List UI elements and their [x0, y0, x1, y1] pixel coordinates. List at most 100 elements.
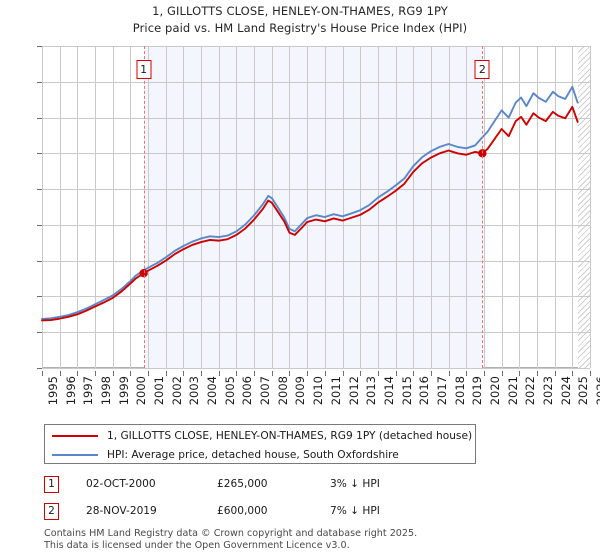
x-axis-tick-label: 1997 — [81, 376, 96, 406]
gridline-vertical — [448, 46, 450, 368]
transaction-hpi-delta-1: 3% ↓ HPI — [330, 478, 380, 490]
transaction-callout-box[interactable]: 1 — [136, 60, 152, 79]
x-axis-tick-label: 1996 — [63, 376, 78, 406]
x-axis-tick — [483, 371, 485, 376]
x-axis-tick — [95, 371, 97, 376]
y-axis-tick — [37, 224, 42, 226]
gridline-vertical — [430, 46, 432, 368]
y-axis-tick — [37, 117, 42, 119]
x-axis-tick — [324, 371, 326, 376]
page-title: 1, GILLOTTS CLOSE, HENLEY-ON-THAMES, RG9… — [152, 4, 448, 18]
chart-plot-area: £0£100K£200K£300K£400K£500K£600K£700K£80… — [37, 46, 591, 369]
ownership-period-shading — [143, 46, 483, 368]
gridline-vertical — [483, 46, 485, 368]
x-axis-tick — [554, 371, 556, 376]
x-axis-tick-label: 2025 — [576, 376, 591, 406]
x-axis-tick-label: 2021 — [505, 376, 520, 406]
transaction-callout-box[interactable]: 2 — [474, 60, 490, 79]
legend-swatch-property — [52, 434, 98, 437]
gridline-horizontal — [42, 368, 590, 369]
transaction-badge-2: 2 — [44, 502, 59, 520]
x-axis-tick — [218, 371, 220, 376]
x-axis-tick — [77, 371, 79, 376]
gridline-vertical — [112, 46, 114, 368]
transaction-hpi-delta-2: 7% ↓ HPI — [330, 505, 380, 517]
x-axis-tick-label: 2013 — [364, 376, 379, 406]
x-axis-tick-label: 2003 — [187, 376, 202, 406]
y-axis-tick — [37, 332, 42, 334]
y-axis-tick — [37, 46, 42, 47]
x-axis-tick — [572, 371, 574, 376]
gridline-vertical — [254, 46, 256, 368]
legend-label-property: 1, GILLOTTS CLOSE, HENLEY-ON-THAMES, RG9… — [107, 429, 473, 442]
x-axis-tick-label: 2014 — [381, 376, 396, 406]
x-axis-tick-label: 2001 — [152, 376, 167, 406]
gridline-vertical — [590, 46, 591, 368]
gridline-vertical — [148, 46, 150, 368]
x-axis-tick-label: 2010 — [311, 376, 326, 406]
x-axis-tick-label: 2024 — [558, 376, 573, 406]
x-axis-tick-label: 2023 — [540, 376, 555, 406]
gridline-vertical — [59, 46, 61, 368]
gridline-vertical — [519, 46, 521, 368]
chart-title-block: 1, GILLOTTS CLOSE, HENLEY-ON-THAMES, RG9… — [0, 3, 600, 37]
x-axis-tick — [307, 371, 309, 376]
x-axis-tick — [536, 371, 538, 376]
x-axis-tick — [289, 371, 291, 376]
gridline-vertical — [289, 46, 291, 368]
x-axis-tick — [201, 371, 203, 376]
x-axis-tick — [254, 371, 256, 376]
table-row: 2 28-NOV-2019 £600,000 7% ↓ HPI — [44, 501, 464, 521]
transaction-date-2: 28-NOV-2019 — [86, 505, 157, 517]
gridline-vertical — [77, 46, 79, 368]
x-axis-tick — [590, 371, 591, 376]
table-row: 1 02-OCT-2000 £265,000 3% ↓ HPI — [44, 474, 464, 494]
x-axis-tick — [413, 371, 415, 376]
x-axis-tick — [183, 371, 185, 376]
x-axis-tick-label: 2020 — [487, 376, 502, 406]
x-axis-tick — [430, 371, 432, 376]
gridline-vertical — [218, 46, 220, 368]
x-axis-tick-label: 2015 — [399, 376, 414, 406]
transaction-price-2: £600,000 — [217, 505, 268, 517]
x-axis-tick-label: 2007 — [258, 376, 273, 406]
legend-label-hpi: HPI: Average price, detached house, Sout… — [107, 448, 399, 461]
gridline-vertical — [307, 46, 309, 368]
gridline-vertical — [165, 46, 167, 368]
x-axis-tick — [59, 371, 61, 376]
gridline-horizontal — [42, 296, 590, 298]
gridline-vertical — [342, 46, 344, 368]
x-axis-tick — [112, 371, 114, 376]
x-axis-tick-label: 2011 — [328, 376, 343, 406]
gridline-horizontal — [42, 332, 590, 334]
x-axis-tick — [271, 371, 273, 376]
series-lines — [41, 85, 579, 322]
gridline-horizontal — [42, 46, 590, 47]
gridline-vertical — [130, 46, 132, 368]
x-axis-tick-label: 2012 — [346, 376, 361, 406]
y-axis-tick — [37, 81, 42, 83]
footer-line-1: Contains HM Land Registry data © Crown c… — [44, 528, 418, 539]
x-axis-tick-label: 2002 — [169, 376, 184, 406]
x-axis-tick-label: 2026 — [594, 376, 600, 406]
gridline-horizontal — [42, 260, 590, 262]
legend-item-property: 1, GILLOTTS CLOSE, HENLEY-ON-THAMES, RG9… — [45, 426, 475, 445]
line-property-price — [41, 105, 579, 322]
x-axis-tick-label: 2018 — [452, 376, 467, 406]
gridline-vertical — [324, 46, 326, 368]
transaction-marker-line — [482, 46, 484, 368]
x-axis-tick — [42, 371, 43, 376]
x-axis-tick — [342, 371, 344, 376]
gridline-horizontal — [42, 117, 590, 119]
gridline-vertical — [183, 46, 185, 368]
gridline-vertical — [466, 46, 468, 368]
transaction-point-marker — [478, 149, 487, 158]
gridline-vertical — [536, 46, 538, 368]
page-subtitle: Price paid vs. HM Land Registry's House … — [132, 21, 468, 35]
gridline-vertical — [271, 46, 273, 368]
gridline-vertical — [42, 46, 43, 368]
no-data-hatching — [577, 46, 590, 368]
footer-line-2: This data is licensed under the Open Gov… — [44, 539, 350, 551]
x-axis-tick-label: 1995 — [46, 376, 60, 406]
legend-item-hpi: HPI: Average price, detached house, Sout… — [45, 445, 475, 464]
